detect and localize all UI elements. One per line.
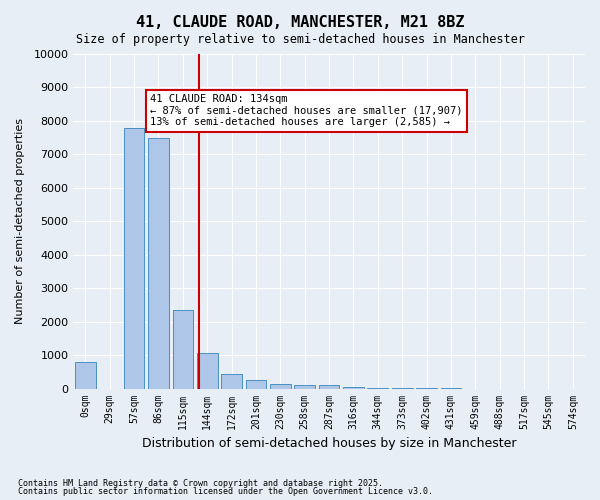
Bar xyxy=(148,138,169,388)
Text: 41 CLAUDE ROAD: 134sqm
← 87% of semi-detached houses are smaller (17,907)
13% of: 41 CLAUDE ROAD: 134sqm ← 87% of semi-det… xyxy=(150,94,463,128)
Bar xyxy=(75,362,96,388)
Bar xyxy=(197,354,218,388)
Bar xyxy=(270,384,291,388)
Text: Contains public sector information licensed under the Open Government Licence v3: Contains public sector information licen… xyxy=(18,487,433,496)
Bar xyxy=(295,385,315,388)
Text: 41, CLAUDE ROAD, MANCHESTER, M21 8BZ: 41, CLAUDE ROAD, MANCHESTER, M21 8BZ xyxy=(136,15,464,30)
Y-axis label: Number of semi-detached properties: Number of semi-detached properties xyxy=(15,118,25,324)
Text: Contains HM Land Registry data © Crown copyright and database right 2025.: Contains HM Land Registry data © Crown c… xyxy=(18,478,383,488)
Bar xyxy=(343,387,364,388)
Bar xyxy=(245,380,266,388)
X-axis label: Distribution of semi-detached houses by size in Manchester: Distribution of semi-detached houses by … xyxy=(142,437,517,450)
Bar xyxy=(124,128,145,388)
Bar xyxy=(173,310,193,388)
Bar xyxy=(221,374,242,388)
Bar xyxy=(319,385,340,388)
Text: Size of property relative to semi-detached houses in Manchester: Size of property relative to semi-detach… xyxy=(76,32,524,46)
